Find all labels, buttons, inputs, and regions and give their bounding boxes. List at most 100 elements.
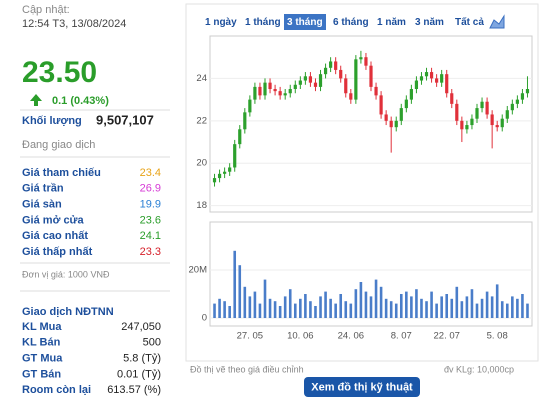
candle-body — [480, 101, 484, 109]
candle-body — [323, 67, 328, 75]
volume-bar — [384, 298, 388, 318]
volume-bar — [369, 296, 373, 318]
tab[interactable]: 3 năm — [415, 17, 444, 28]
candle-body — [374, 86, 378, 96]
volume-bar — [223, 301, 226, 318]
tab[interactable]: 1 tháng — [245, 17, 281, 28]
foreign-value: 0.01 (Tỷ) — [117, 368, 161, 380]
foreign-title: Giao dịch NĐTNN — [22, 306, 114, 318]
candle-body — [490, 114, 494, 126]
volume-bar — [460, 301, 464, 318]
volume-bar — [344, 301, 348, 318]
candle-body — [349, 93, 353, 100]
candle-body — [243, 112, 247, 130]
candle-body — [258, 86, 262, 96]
tech-chart-button-label[interactable]: Xem đồ thị kỹ thuật — [311, 381, 413, 393]
chart-frame — [185, 3, 539, 362]
candle-body — [409, 89, 413, 100]
candle-body — [379, 95, 383, 115]
volume-bar — [263, 279, 267, 318]
tab[interactable]: 6 tháng — [333, 17, 369, 28]
y-tick-label: 0 — [202, 313, 207, 324]
candle-body — [389, 120, 393, 128]
stat-label: Giá tham chiếu — [22, 167, 101, 179]
price: 23.50 — [22, 56, 97, 89]
status: Đang giao dịch — [22, 139, 95, 151]
chart-icon[interactable] — [489, 14, 505, 29]
y-tick-label: 20M — [189, 265, 208, 276]
candle-body — [313, 82, 318, 87]
candle-body — [318, 74, 323, 87]
candle-body — [419, 76, 424, 81]
y-tick-label: 18 — [196, 200, 207, 211]
stat-value: 23.6 — [140, 214, 161, 226]
candle-body — [460, 120, 464, 130]
volume-bar — [420, 298, 423, 318]
candle-body — [404, 99, 408, 109]
candle-body — [485, 101, 489, 115]
volume-bar — [319, 296, 322, 318]
candle-body — [217, 173, 222, 179]
foreign-value: 247,050 — [121, 321, 161, 333]
volume-bar — [248, 296, 252, 318]
stat-value: 19.9 — [140, 199, 161, 211]
volume-bar — [495, 284, 499, 318]
tab[interactable]: Tất cả — [455, 16, 484, 28]
tab[interactable]: 1 ngày — [205, 17, 237, 28]
candle-body — [283, 93, 287, 96]
candle-body — [520, 93, 525, 100]
candle-body — [440, 74, 444, 83]
candle-body — [510, 103, 514, 111]
volume-bar — [445, 294, 449, 318]
tech-chart-button[interactable] — [304, 377, 420, 397]
volume-bar — [228, 306, 231, 318]
volume-bar — [374, 279, 378, 318]
candle-body — [515, 99, 519, 104]
volume-bar — [258, 303, 262, 318]
candle-body — [470, 118, 474, 126]
candle-body — [278, 91, 282, 96]
candle-body — [233, 144, 237, 168]
volume-bar — [425, 301, 428, 318]
volume-bar — [435, 303, 438, 318]
note-left: Đồ thị vẽ theo giá điều chỉnh — [190, 364, 304, 374]
volume-bar — [450, 298, 454, 318]
volume-bar — [389, 301, 393, 318]
volume-bar — [410, 296, 413, 318]
x-tick-label: 8. 07 — [391, 331, 412, 342]
volume-bar — [475, 303, 479, 318]
foreign-label: GT Mua — [22, 353, 63, 365]
tab[interactable]: 1 năm — [377, 17, 406, 28]
candle-body — [364, 57, 368, 66]
candle-body — [298, 80, 302, 85]
candle-body — [223, 171, 227, 174]
stat-value: 24.1 — [140, 230, 161, 242]
candle-body — [288, 89, 292, 94]
candle-body — [293, 84, 297, 90]
x-tick-label: 22. 07 — [434, 331, 460, 342]
volume-bar — [233, 250, 237, 318]
stat-value: 26.9 — [140, 183, 161, 195]
up-arrow — [30, 94, 42, 106]
candle-body — [344, 78, 348, 94]
tab[interactable]: 3 tháng — [287, 17, 323, 28]
volume-bar — [309, 301, 312, 318]
x-tick-label: 27. 05 — [237, 331, 263, 342]
candle-body — [384, 114, 388, 121]
volume-bar — [500, 301, 504, 318]
update-time: 12:54 T3, 13/08/2024 — [22, 18, 126, 30]
y-tick-label: 20 — [196, 158, 207, 169]
tab-active-bg — [284, 14, 326, 30]
volume-bar — [213, 303, 216, 318]
volume-bar — [339, 294, 343, 318]
volume-label: Khối lượng — [22, 115, 82, 127]
volume-bar — [485, 291, 489, 318]
update-label: Cập nhật: — [22, 4, 70, 16]
volume-bar — [349, 303, 353, 318]
candle-body — [263, 82, 267, 96]
candle-body — [268, 82, 272, 90]
candle-body — [465, 125, 469, 130]
volume: 9,507,107 — [96, 112, 154, 127]
volume-bar — [293, 303, 297, 318]
